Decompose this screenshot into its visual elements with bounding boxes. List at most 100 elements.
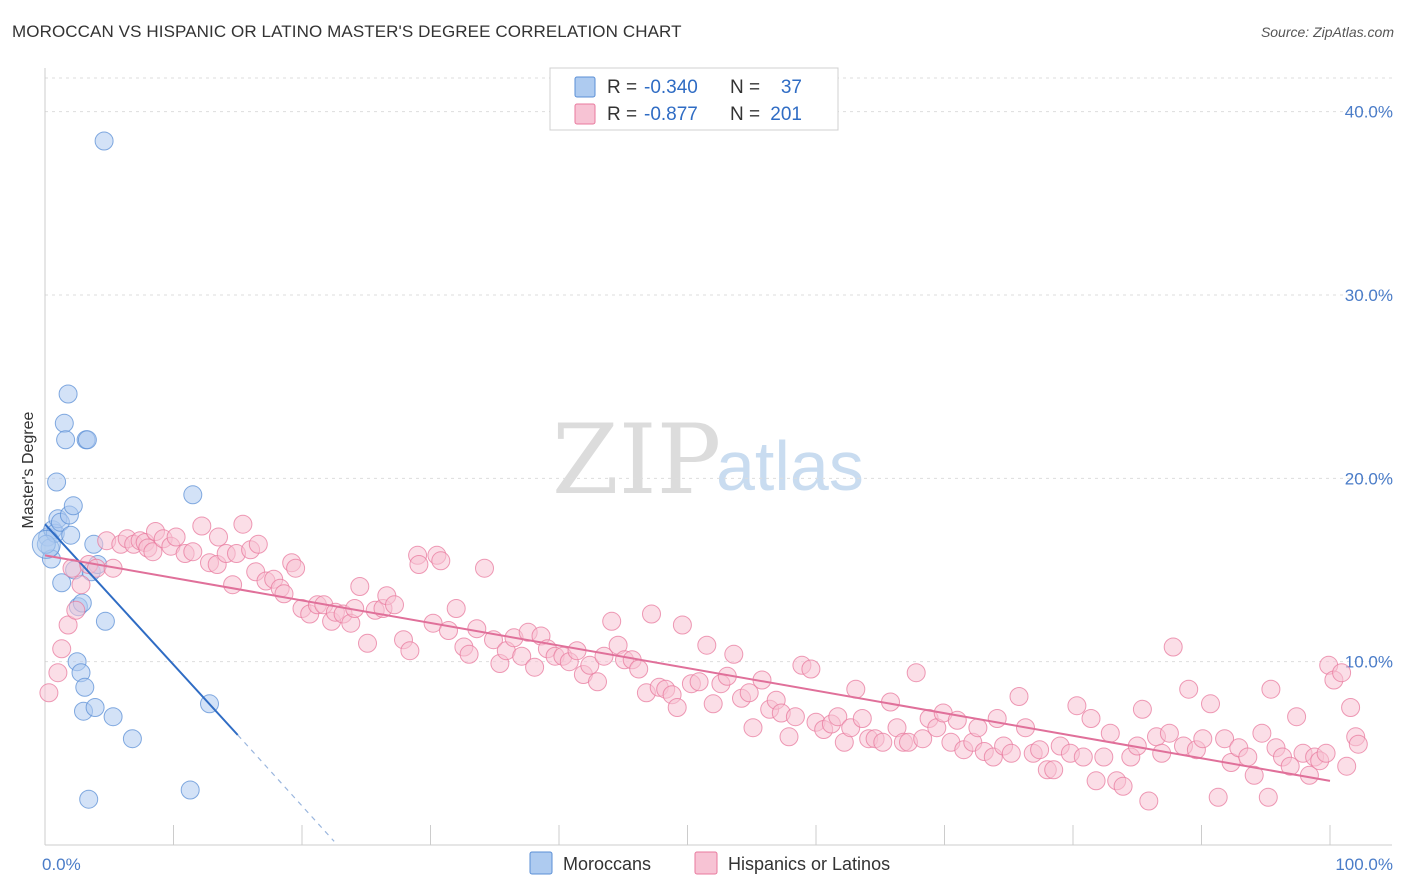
moroccan-point (180, 780, 200, 800)
hispanic-point (739, 683, 759, 703)
stats-n-label: N = (730, 104, 760, 125)
hispanic-point (968, 718, 988, 738)
hispanic-point (1159, 723, 1179, 743)
data-points (31, 131, 1368, 811)
hispanic-point (1280, 756, 1300, 776)
hispanic-point (431, 551, 451, 571)
source-credit: Source: ZipAtlas.com (1260, 24, 1394, 40)
hispanic-point (400, 641, 420, 661)
hispanic-point (274, 584, 294, 604)
hispanic-point (1044, 760, 1064, 780)
hispanic-point (1030, 740, 1050, 760)
series-legend-swatch (694, 851, 718, 875)
hispanic-point (873, 732, 893, 752)
hispanic-point (446, 599, 466, 618)
hispanic-point (1258, 787, 1278, 807)
moroccan-trend-line (44, 523, 239, 736)
hispanic-point (1201, 694, 1220, 714)
hispanic-point (1208, 787, 1228, 807)
hispanic-point (1193, 729, 1213, 749)
moroccan-point (183, 485, 203, 505)
hispanic-point (1081, 709, 1101, 728)
hispanic-point (233, 514, 253, 534)
hispanic-point (1348, 734, 1368, 754)
hispanic-point (1113, 776, 1133, 796)
hispanic-point (1067, 696, 1087, 716)
hispanic-point (1073, 747, 1093, 767)
hispanic-point (1100, 723, 1120, 743)
hispanic-point (350, 577, 370, 596)
hispanic-point (667, 698, 687, 717)
hispanic-point (987, 709, 1007, 728)
moroccan-point (63, 496, 83, 516)
hispanic-point (286, 558, 306, 578)
hispanic-point (1341, 698, 1361, 717)
hispanic-point (1179, 679, 1199, 699)
stats-swatch (574, 103, 596, 125)
hispanic-point (1001, 743, 1021, 763)
hispanic-point (358, 633, 377, 653)
hispanic-point (248, 534, 268, 554)
hispanic-point (1337, 756, 1357, 776)
hispanic-point (588, 672, 607, 692)
y-axis-label: Master's Degree (20, 411, 37, 528)
hispanic-point (1261, 679, 1281, 699)
moroccan-point (54, 413, 74, 433)
hispanic-point (1252, 723, 1272, 743)
hispanic-trend-line (44, 554, 1331, 782)
moroccan-point (47, 472, 67, 492)
stats-swatch (574, 76, 596, 98)
hispanic-point (1139, 791, 1159, 811)
hispanic-point (602, 611, 622, 631)
y-tick-label: 30.0% (1345, 286, 1393, 305)
hispanic-point (801, 659, 821, 679)
hispanic-point (48, 663, 68, 683)
moroccan-point (75, 677, 95, 697)
stats-r-label: R = (607, 77, 637, 98)
stats-legend-box (549, 67, 839, 131)
hispanic-point (409, 555, 429, 574)
hispanic-point (223, 575, 243, 595)
hispanic-point (459, 644, 479, 664)
hispanic-point (689, 672, 709, 692)
hispanic-point (525, 657, 545, 677)
stats-r-label: R = (607, 104, 637, 125)
hispanic-point (71, 575, 91, 595)
hispanic-point (1086, 771, 1106, 791)
hispanic-point (580, 655, 600, 675)
watermark: ZIP atlas (552, 404, 864, 516)
series-legend-label: Hispanics or Latinos (728, 854, 890, 874)
y-tick-label: 10.0% (1345, 653, 1393, 672)
hispanic-point (852, 709, 872, 728)
hispanic-point (66, 600, 86, 620)
stats-n-label: N = (730, 77, 760, 98)
moroccan-point (122, 729, 142, 749)
hispanic-point (1238, 747, 1258, 767)
moroccan-point (95, 611, 115, 631)
moroccan-point (31, 529, 61, 559)
moroccan-point (77, 430, 97, 450)
hispanic-point (39, 683, 59, 703)
moroccan-point (52, 573, 72, 593)
hispanic-point (1316, 743, 1336, 763)
trend-lines (44, 523, 1331, 842)
hispanic-point (183, 542, 203, 562)
hispanic-point (52, 639, 72, 659)
y-tick-label: 40.0% (1345, 103, 1393, 122)
hispanic-point (385, 595, 404, 615)
watermark-zip: ZIP (552, 404, 721, 516)
moroccan-point (61, 525, 81, 545)
hispanic-point (1132, 699, 1152, 719)
stats-r-value: -0.877 (644, 104, 698, 125)
hispanic-point (1215, 729, 1235, 749)
hispanic-point (642, 604, 661, 624)
hispanic-point (672, 615, 692, 635)
stats-legend: R = -0.340 N = 37 R = -0.877 N = 201 (549, 67, 839, 131)
hispanic-point (697, 635, 717, 655)
hispanic-point (743, 718, 763, 738)
hispanic-point (779, 727, 799, 747)
moroccan-point (94, 131, 114, 151)
axes: 10.0% 20.0% 30.0% 40.0% 0.0% 100.0% (42, 68, 1393, 874)
hispanic-point (1244, 765, 1264, 785)
series-legend-label: Moroccans (563, 854, 651, 874)
